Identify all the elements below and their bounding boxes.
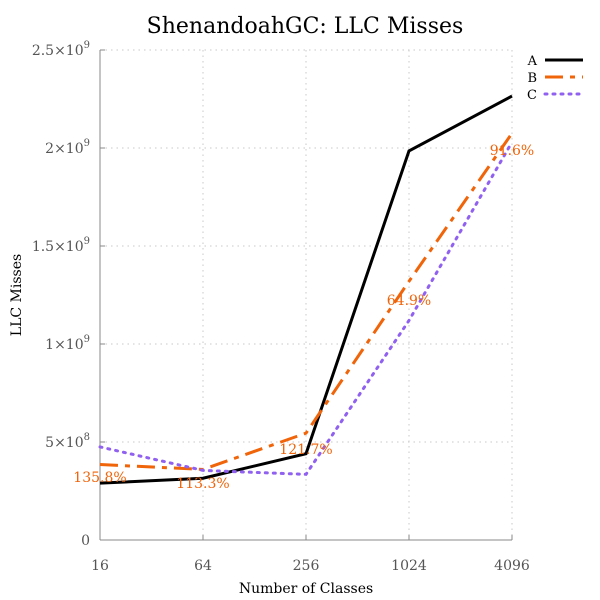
x-tick-label: 1024 bbox=[391, 558, 427, 574]
y-tick-label: 1×109 bbox=[45, 334, 90, 353]
y-tick-label: 1.5×109 bbox=[32, 236, 90, 255]
data-label: 64.9% bbox=[387, 293, 431, 309]
x-axis-label: Number of Classes bbox=[239, 581, 373, 597]
y-tick-label: 2.5×109 bbox=[32, 40, 90, 59]
x-tick-label: 4096 bbox=[494, 558, 530, 574]
x-tick-label: 16 bbox=[91, 558, 109, 574]
series-line-b bbox=[99, 132, 514, 471]
x-tick-label: 64 bbox=[194, 558, 212, 574]
data-label: 135.8% bbox=[73, 470, 126, 486]
legend-label: C bbox=[527, 88, 537, 103]
annotations: 135.8% 113.3% 121.7% 64.9% 91.6% bbox=[73, 143, 534, 492]
grid-lines bbox=[100, 49, 513, 540]
data-label: 91.6% bbox=[490, 143, 534, 159]
data-label: 121.7% bbox=[279, 442, 332, 458]
series-lines bbox=[98, 94, 514, 485]
legend-label: B bbox=[527, 71, 537, 86]
axes: 0 5×108 1×109 1.5×109 2×109 2.5×109 16 64 256 102… bbox=[32, 40, 530, 574]
chart-title: ShenandoahGC: LLC Misses bbox=[147, 14, 464, 39]
legend: ABC bbox=[527, 54, 585, 103]
series-line-a bbox=[99, 94, 513, 485]
x-tick-label: 256 bbox=[293, 558, 320, 574]
y-tick-label: 5×108 bbox=[45, 432, 90, 451]
legend-label: A bbox=[527, 54, 538, 69]
y-tick-label: 2×109 bbox=[45, 138, 90, 157]
y-axis-label: LLC Misses bbox=[9, 254, 25, 336]
y-tick-label: 0 bbox=[81, 533, 90, 549]
data-label: 113.3% bbox=[176, 476, 229, 492]
series-line-c bbox=[98, 140, 514, 476]
